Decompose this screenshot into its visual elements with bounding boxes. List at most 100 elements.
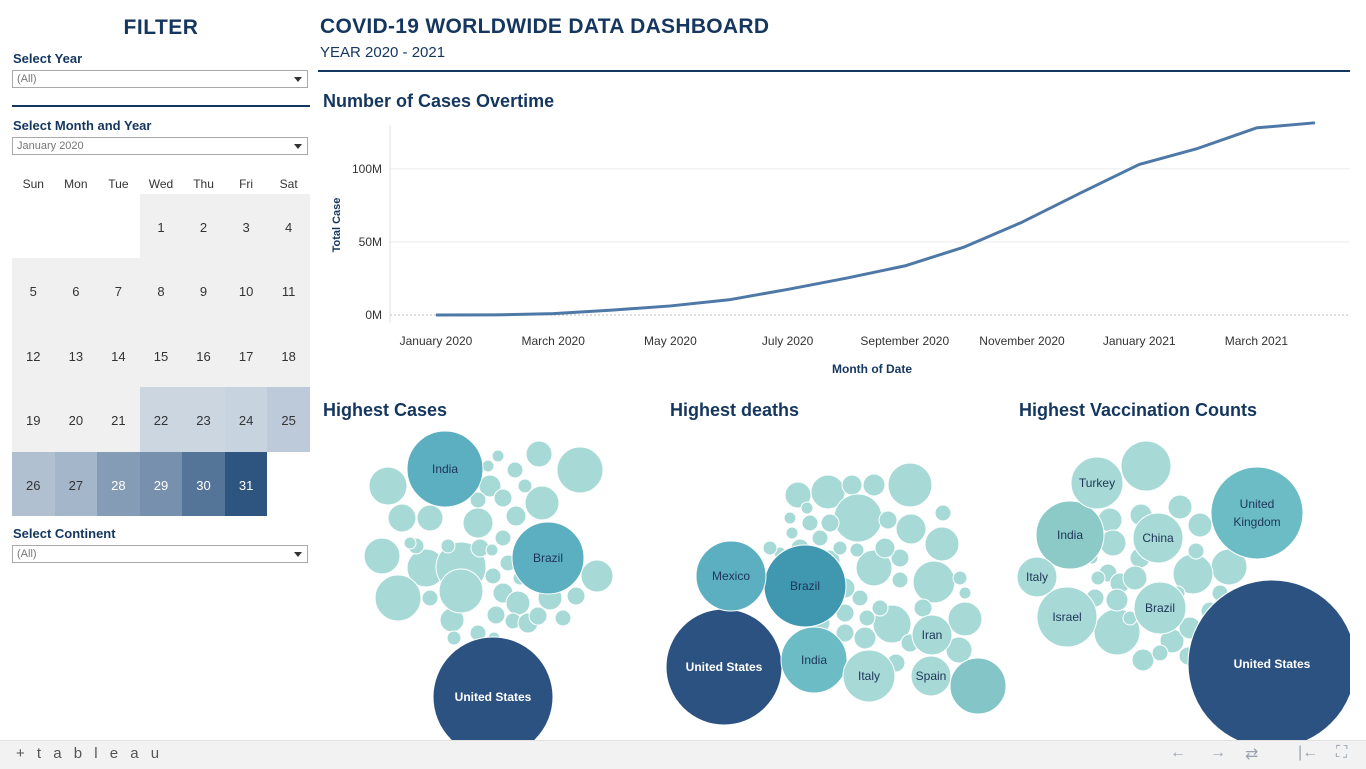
country-bubble-china[interactable] [1132, 512, 1184, 564]
country-bubble-united-kingdom[interactable] [1210, 466, 1304, 560]
country-bubble[interactable] [1187, 512, 1213, 538]
calendar-day-8[interactable]: 8 [139, 258, 183, 323]
country-bubble-iran[interactable] [911, 614, 953, 656]
country-bubble-italy[interactable] [1016, 556, 1058, 598]
country-bubble[interactable] [835, 623, 855, 643]
country-bubble-brazil[interactable] [1133, 581, 1187, 635]
country-bubble[interactable] [528, 606, 548, 626]
series-line[interactable] [435, 121, 1316, 317]
country-bubble[interactable] [403, 536, 417, 550]
country-bubble[interactable] [913, 598, 933, 618]
country-bubble[interactable] [832, 540, 848, 556]
country-bubble[interactable] [1120, 440, 1172, 492]
country-bubble[interactable] [1131, 648, 1155, 672]
country-bubble[interactable] [363, 537, 401, 575]
country-bubble[interactable] [762, 540, 778, 556]
country-bubble[interactable] [853, 626, 877, 650]
country-bubble[interactable] [785, 526, 799, 540]
continent-dropdown[interactable]: (All) [12, 545, 308, 563]
country-bubble-united-states[interactable] [1187, 579, 1350, 740]
country-bubble[interactable] [801, 514, 819, 532]
calendar-day-19[interactable]: 19 [12, 387, 55, 452]
country-bubble[interactable] [517, 478, 533, 494]
calendar-day-16[interactable]: 16 [182, 322, 225, 388]
country-bubble[interactable] [505, 590, 531, 616]
calendar-day-7[interactable]: 7 [97, 258, 140, 323]
country-bubble-spain[interactable] [910, 655, 952, 697]
country-bubble[interactable] [841, 474, 863, 496]
country-bubble-india[interactable] [780, 626, 848, 694]
tableau-logo[interactable]: + t a b l e a u [16, 745, 164, 762]
country-bubble[interactable] [566, 586, 586, 606]
fullscreen-icon[interactable]: ⛶ [1336, 744, 1348, 761]
country-bubble[interactable] [1151, 644, 1169, 662]
country-bubble[interactable] [368, 466, 408, 506]
calendar-day-21[interactable]: 21 [97, 387, 140, 452]
country-bubble[interactable] [952, 570, 968, 586]
country-bubble[interactable] [524, 485, 560, 521]
calendar-day-11[interactable]: 11 [267, 258, 310, 323]
country-bubble[interactable] [851, 589, 869, 607]
country-bubble[interactable] [494, 529, 512, 547]
country-bubble[interactable] [947, 601, 983, 637]
calendar-day-14[interactable]: 14 [97, 322, 140, 388]
calendar-day-2[interactable]: 2 [182, 194, 225, 259]
country-bubble-mexico[interactable] [695, 540, 767, 612]
calendar-day-22[interactable]: 22 [139, 387, 183, 452]
calendar-day-17[interactable]: 17 [224, 322, 268, 388]
country-bubble-brazil[interactable] [511, 521, 585, 595]
country-bubble[interactable] [958, 586, 972, 600]
country-bubble[interactable] [849, 542, 865, 558]
country-bubble[interactable] [1105, 588, 1129, 612]
country-bubble[interactable] [506, 461, 524, 479]
cases-bubble-chart[interactable]: United States India Brazil [318, 428, 658, 740]
country-bubble[interactable] [874, 537, 896, 559]
country-bubble[interactable] [556, 446, 604, 494]
month-dropdown[interactable]: January 2020 [12, 137, 308, 155]
country-bubble[interactable] [421, 589, 439, 607]
calendar-day-29[interactable]: 29 [139, 451, 183, 516]
country-bubble[interactable] [374, 574, 422, 622]
country-bubble-united-states[interactable] [432, 636, 554, 740]
country-bubble[interactable] [924, 526, 960, 562]
country-bubble-turkey[interactable] [1070, 456, 1124, 510]
country-bubble[interactable] [887, 462, 933, 508]
country-bubble[interactable] [912, 560, 956, 604]
country-bubble[interactable] [484, 567, 502, 585]
country-bubble-india[interactable] [406, 430, 484, 508]
country-bubble-india[interactable] [1035, 500, 1105, 570]
country-bubble[interactable] [945, 636, 973, 664]
calendar-day-10[interactable]: 10 [224, 258, 268, 323]
reset-icon[interactable]: |← [1298, 744, 1319, 761]
country-bubble[interactable] [1187, 542, 1205, 560]
year-dropdown[interactable]: (All) [12, 70, 308, 88]
calendar-day-25[interactable]: 25 [267, 387, 310, 452]
country-bubble[interactable] [1090, 570, 1106, 586]
country-bubble[interactable] [878, 510, 898, 530]
country-bubble[interactable] [486, 605, 506, 625]
calendar-day-30[interactable]: 30 [182, 451, 225, 516]
redo-icon[interactable]: → [1210, 744, 1226, 761]
country-bubble[interactable] [871, 599, 889, 617]
country-bubble[interactable] [1122, 565, 1148, 591]
calendar-day-27[interactable]: 27 [54, 451, 98, 516]
country-bubble-israel[interactable] [1036, 586, 1098, 648]
calendar-day-5[interactable]: 5 [12, 258, 55, 323]
country-bubble[interactable] [491, 449, 505, 463]
country-bubble[interactable] [858, 609, 876, 627]
country-bubble[interactable] [446, 630, 462, 646]
calendar-day-24[interactable]: 24 [224, 387, 268, 452]
deaths-bubble-chart[interactable]: United States Brazil Mexico India Italy Iran S… [660, 428, 1010, 740]
country-bubble[interactable] [934, 504, 952, 522]
calendar-day-1[interactable]: 1 [139, 194, 183, 259]
country-bubble[interactable] [481, 459, 495, 473]
undo-icon[interactable]: ← [1170, 744, 1186, 761]
country-bubble[interactable] [462, 507, 494, 539]
calendar-day-18[interactable]: 18 [267, 322, 310, 388]
calendar-day-9[interactable]: 9 [182, 258, 225, 323]
calendar-day-20[interactable]: 20 [54, 387, 98, 452]
country-bubble[interactable] [438, 568, 484, 614]
country-bubble[interactable] [387, 503, 417, 533]
country-bubble[interactable] [820, 513, 840, 533]
calendar-day-26[interactable]: 26 [12, 451, 55, 516]
